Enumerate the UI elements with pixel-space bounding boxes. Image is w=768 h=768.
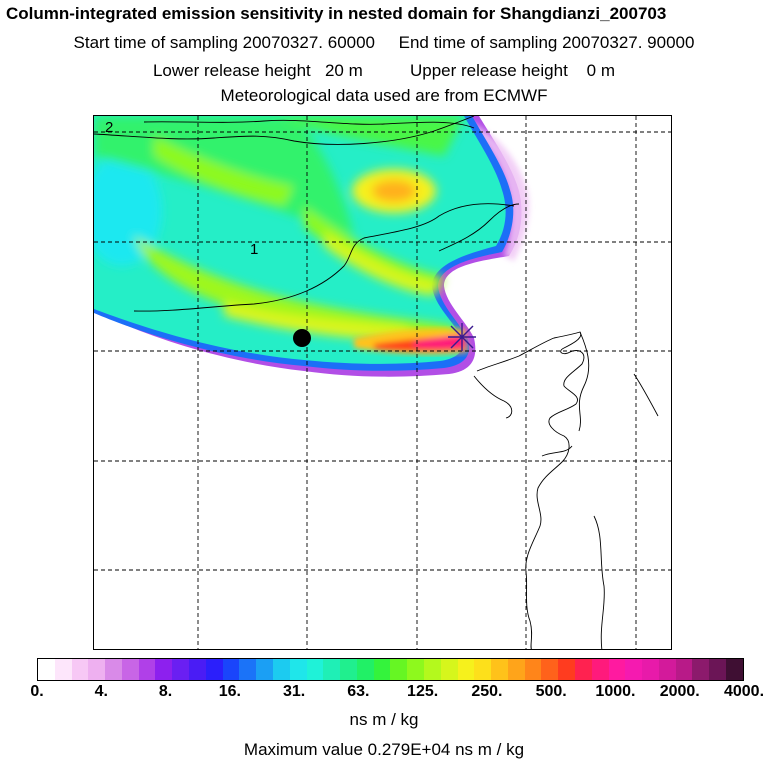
colorbar-tick-label: 63. (347, 683, 370, 700)
sampling-time-text: Start time of sampling 20070327. 60000 E… (73, 33, 695, 52)
receptor-marker (448, 323, 476, 351)
coastline-detail-1 (473, 375, 513, 419)
colorbar-cell (38, 659, 55, 680)
colorbar-cell (591, 659, 609, 680)
coastline-korea-east (578, 331, 590, 432)
colorbar-tick-label: 8. (158, 683, 173, 700)
plot-title: Column-integrated emission sensitivity i… (6, 4, 667, 23)
release-height-text: Lower release height 20 m Upper release … (152, 61, 616, 80)
colorbar-tick-label: 250. (471, 683, 503, 700)
coastline-korea-main (476, 331, 585, 649)
met-data-text: Meteorological data used are from ECMWF (220, 86, 548, 105)
colorbar-cell (507, 659, 525, 680)
colorbar-cell (356, 659, 374, 680)
colorbar-tick-label: 4000. (723, 683, 765, 700)
colorbar-tick-label: 2000. (659, 683, 700, 700)
colorbar-cell (54, 659, 72, 680)
colorbar-cell (239, 659, 257, 680)
colorbar-tick-label: 125. (407, 683, 439, 700)
colorbar-cell (189, 659, 206, 680)
coastline-detail-3 (593, 515, 605, 649)
coastline-detail-2 (633, 373, 659, 417)
colorbar-cell (457, 659, 475, 680)
colorbar-tick-label: 1000. (595, 683, 636, 700)
coastline-bohai (438, 203, 520, 252)
colorbar-cell (491, 659, 508, 680)
maximum-value-text: Maximum value 0.279E+04 ns m / kg (243, 740, 525, 759)
colorbar-cell (323, 659, 341, 680)
colorbar-cell (608, 659, 626, 680)
sensitivity-map: 2 1 (93, 115, 672, 650)
colorbar-cell (407, 659, 424, 680)
colorbar-cell (121, 659, 139, 680)
colorbar-ticks: 0. 4. 8. 16. 31. 63. 125. 250. 500. 1000. 2000. 400… (0, 683, 768, 703)
colorbar-cell (474, 659, 492, 680)
colorbar-cell (658, 659, 676, 680)
coastlines (94, 116, 659, 649)
colorbar-cell (440, 659, 458, 680)
graticule (94, 116, 671, 649)
colorbar-tick-label: 31. (282, 683, 306, 700)
colorbar-tick-label: 0. (30, 683, 44, 700)
border-line-mid (94, 116, 475, 145)
colorbar-cell (138, 659, 156, 680)
colorbar-cell (524, 659, 542, 680)
colorbar-cell (272, 659, 290, 680)
colorbar-cell (575, 659, 592, 680)
station-dot (293, 329, 311, 347)
colorbar-cell (423, 659, 441, 680)
colorbar-cell (642, 659, 659, 680)
colorbar-cell (105, 659, 122, 680)
colorbar-cell (222, 659, 240, 680)
colorbar-cell (340, 659, 357, 680)
contour-label-2: 2 (105, 119, 113, 136)
colorbar-cell (709, 659, 727, 680)
field-edge-pink (454, 116, 529, 261)
colorbar-cell (726, 659, 743, 680)
colorbar-cell (289, 659, 307, 680)
colorbar-cell (205, 659, 223, 680)
colorbar-units: ns m / kg (349, 710, 419, 729)
border-line-north (143, 119, 475, 129)
colorbar-cell (306, 659, 324, 680)
colorbar-tick-label: 500. (535, 683, 567, 700)
colorbar-cell (155, 659, 173, 680)
map-svg: 2 1 (94, 116, 671, 649)
colorbar-cell (390, 659, 408, 680)
colorbar-cell (256, 659, 273, 680)
colorbar-cell (675, 659, 693, 680)
colorbar-cell (541, 659, 559, 680)
colorbar-tick-label: 4. (94, 683, 108, 700)
colorbar-cell (172, 659, 190, 680)
colorbar-cell (88, 659, 106, 680)
border-line-lower (133, 203, 515, 312)
colorbar-cell (373, 659, 391, 680)
colorbar-cell (558, 659, 575, 680)
contour-label-1: 1 (250, 241, 258, 258)
colorbar-cell (692, 659, 710, 680)
colorbar-cell (71, 659, 89, 680)
coastline-detail-4 (541, 445, 573, 457)
colorbar (37, 658, 744, 681)
field-inner-gradients (94, 116, 464, 342)
colorbar-cell (625, 659, 643, 680)
colorbar-tick-label: 16. (218, 683, 241, 700)
